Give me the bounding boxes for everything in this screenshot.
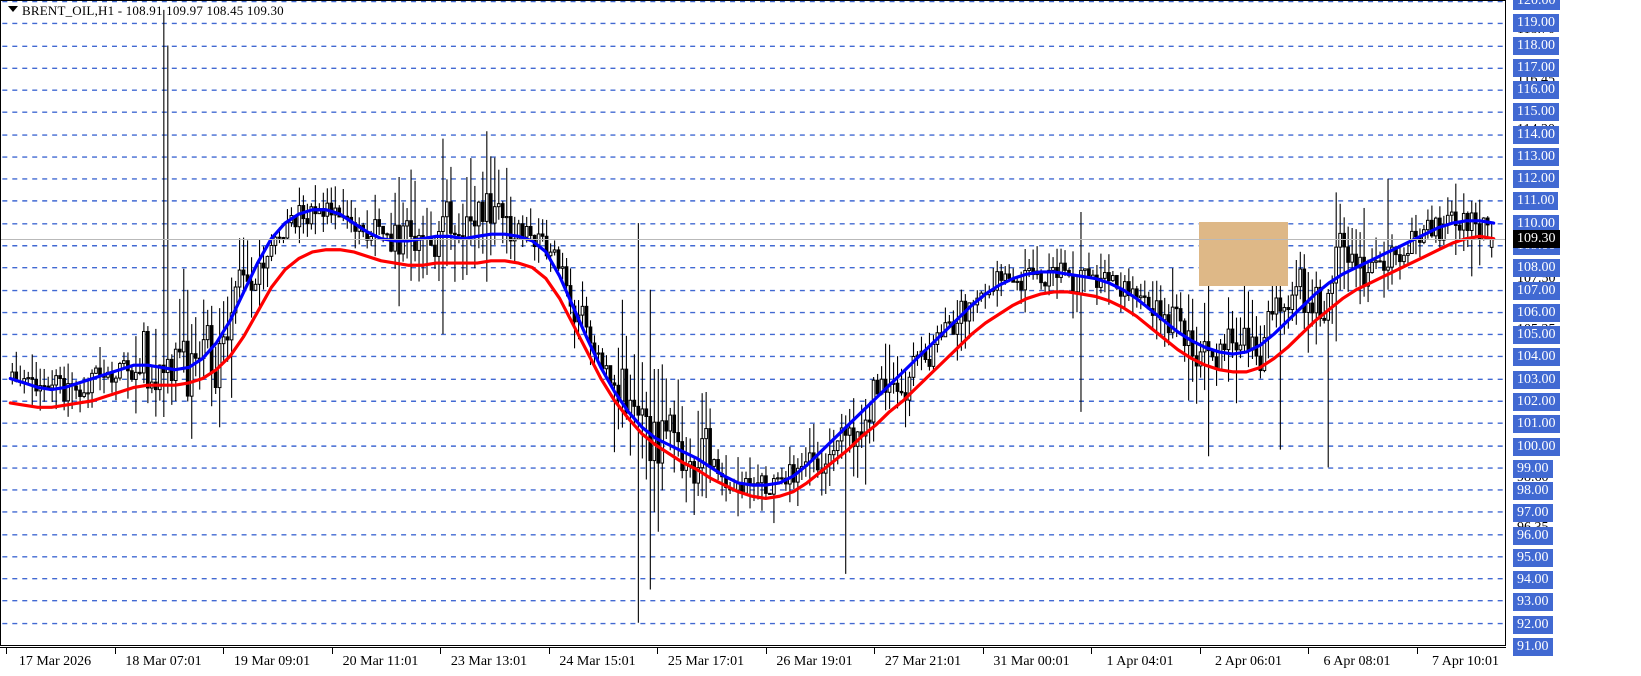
price-label: 92.00: [1513, 615, 1553, 634]
price-label: 111.00: [1513, 192, 1559, 211]
time-label: 7 Apr 10:01: [1432, 654, 1499, 669]
time-label: 27 Mar 21:01: [884, 654, 962, 669]
time-label: 20 Mar 11:01: [342, 654, 419, 669]
chart-plot-area[interactable]: [0, 0, 1506, 646]
time-scale[interactable]: 17 Mar 2026 18 Mar 07:01 19 Mar 09:01 20 Ma…: [0, 647, 1506, 676]
current-price-line: [1, 239, 1505, 240]
price-label: 112.00: [1513, 170, 1559, 189]
time-tick: [982, 648, 984, 654]
time-tick: [440, 648, 441, 654]
price-label: 98.00: [1513, 482, 1553, 501]
price-label: 91.00: [1513, 638, 1553, 656]
price-label: 107.00: [1513, 281, 1560, 300]
price-label: 110.00: [1513, 214, 1559, 233]
time-label: 26 Mar 19:01: [776, 654, 853, 669]
time-tick: [1199, 648, 1201, 654]
time-tick: [657, 648, 658, 654]
current-price-label: 109.30: [1513, 230, 1560, 249]
time-tick: [1416, 648, 1418, 654]
price-label: 104.00: [1513, 348, 1560, 367]
time-label: 6 Apr 08:01: [1323, 654, 1391, 669]
price-label: 119.00: [1513, 14, 1559, 33]
time-tick: [765, 648, 767, 654]
time-label: 17 Mar 2026: [18, 654, 92, 669]
time-label: 1 Apr 04:01: [1106, 654, 1174, 669]
time-label: 19 Mar 09:01: [233, 654, 311, 669]
time-label: 25 Mar 17:01: [667, 654, 745, 669]
price-label: 96.00: [1513, 526, 1553, 545]
time-label: 23 Mar 13:01: [450, 654, 528, 669]
price-label: 95.00: [1513, 548, 1553, 567]
price-label: 120.00: [1513, 0, 1560, 10]
price-label: 97.00: [1513, 504, 1553, 523]
price-label: 93.00: [1513, 593, 1553, 612]
time-label: 18 Mar 07:01: [125, 654, 202, 669]
price-label: 116.00: [1513, 81, 1559, 100]
price-label: 94.00: [1513, 571, 1553, 590]
price-label: 103.00: [1513, 370, 1560, 389]
price-label: 99.00: [1513, 459, 1553, 478]
chart-gridlines: [2, 1, 1504, 625]
time-label: 2 Apr 06:01: [1215, 654, 1282, 669]
time-tick: [1308, 648, 1309, 654]
price-label: 102.00: [1513, 392, 1560, 411]
time-tick: [331, 648, 333, 654]
price-label: 114.00: [1513, 125, 1559, 144]
time-tick: [6, 648, 7, 654]
highlight-rectangle[interactable]: [1199, 221, 1288, 287]
price-label: 108.00: [1513, 259, 1560, 278]
time-tick: [548, 648, 550, 654]
price-label: 117.00: [1513, 58, 1559, 77]
triangle-down-icon[interactable]: [8, 6, 18, 12]
time-tick: [1091, 648, 1092, 654]
time-tick: [223, 648, 224, 654]
price-label: 115.00: [1513, 103, 1559, 122]
price-label: 101.00: [1513, 415, 1560, 434]
time-label: 31 Mar 00:01: [993, 654, 1070, 669]
price-label: 113.00: [1513, 147, 1559, 166]
time-tick: [114, 648, 116, 654]
candlestick-series: [8, 9, 1496, 623]
chart-title: BRENT_OIL,H1 - 108.91 109.97 108.45 109.…: [22, 3, 284, 18]
price-scale[interactable]: 118.70116.45114.20107.50105.25103.1098.6…: [1507, 0, 1641, 656]
price-label: 118.00: [1513, 36, 1559, 55]
price-label: 106.00: [1513, 303, 1560, 322]
price-label: 100.00: [1513, 437, 1560, 456]
time-label: 24 Mar 15:01: [559, 654, 636, 669]
time-tick: [874, 648, 875, 654]
price-label: 105.00: [1513, 326, 1560, 345]
